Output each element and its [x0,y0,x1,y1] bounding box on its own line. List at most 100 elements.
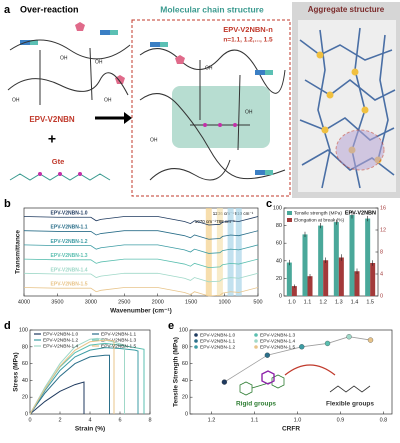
trend-line [224,336,371,383]
over-reaction-chains [7,39,131,105]
annotation: Rigid groups [236,401,276,408]
x-tick-label: 2000 [152,299,164,305]
annotation: 1070 cm⁻¹ [195,219,217,224]
x-tick-label: 2 [58,417,61,423]
section-title: Aggregate structure [308,5,385,14]
legend-label: EPV-V2NBN-1.2 [43,337,79,343]
section-title: Molecular chain structure [160,4,264,14]
spectrum [23,258,259,269]
legend-marker [194,333,198,337]
legend-label: EPV-V2NBN-1.5 [101,343,137,349]
panel-label: d [4,320,11,332]
plot-frame [189,329,393,415]
y-axis-label: Transmittance [15,230,22,274]
x-axis-label: CRFR [282,426,300,433]
stress-strain-curve [29,347,139,415]
spectrum [23,244,259,254]
oh-label: OH [12,97,20,103]
series-label: EPV-V2NBN-1.5 [51,282,88,288]
legend-label: EPV-V2NBN-1.1 [200,338,236,344]
panel-a: a Over-reaction Molecular chain structur… [4,2,400,198]
stress-strain-curve [29,337,125,415]
x-tick-label: 3000 [85,299,97,305]
y-tick-label: 0 [279,293,282,299]
bar [323,260,329,296]
point [221,379,228,385]
rigid-highlight [261,370,275,385]
x-tick-label: 1500 [185,299,197,305]
bar [307,276,313,296]
legend-label: Tensile strength (MPa) [294,210,342,216]
y2-tick-label: 8 [380,249,383,255]
point [346,334,352,340]
aggregate-highlight [335,129,385,171]
bar [370,263,376,296]
bar [349,215,355,296]
point [324,340,331,347]
legend-label: Elongation at break (%) [294,217,345,223]
molecular-box [131,19,291,197]
stress-strain-curve [29,354,110,415]
x-tick-label: 1.1 [304,299,312,305]
chart-title: EPV-V2NBN [345,210,376,216]
oh-label: OH [95,59,103,65]
x-axis-label: Wavenumber (cm⁻¹) [110,308,172,315]
y-tick-label: 100 [19,327,28,333]
legend-label: EPV-V2NBN-1.3 [260,332,296,338]
legend-marker [254,345,258,349]
section-title: Over-reaction [20,4,79,14]
y-tick-label: 40 [182,378,188,384]
point [367,337,374,343]
x-tick-label: 1000 [218,299,230,305]
stress-strain-curve [29,342,145,415]
y-tick-label: 80 [182,344,188,350]
series-label: EPV-V2NBN-1.3 [51,253,88,259]
x-tick-label: 1.0 [294,417,302,423]
x-tick-label: 1.2 [319,299,327,305]
panel-label: c [266,198,272,210]
bar [318,225,324,296]
spectrum [23,287,259,297]
panel-label: a [4,4,11,16]
transition-arrow [284,364,336,376]
oh-label: OH [150,137,158,143]
bar [302,234,308,296]
y-tick-label: 100 [273,205,282,211]
ether-oxygens [203,123,237,127]
y-tick-label: 100 [179,327,188,333]
x-tick-label: 0.9 [337,417,345,423]
y-axis-label: Stress (MPa) [13,352,20,391]
highlight-band [216,208,223,296]
gte-oxygens [38,172,82,176]
y-tick-label: 40 [276,258,282,264]
y-axis-label: Tensile Strength (MPa) [173,337,180,407]
panel-label: e [168,320,174,332]
x-tick-label: 1.5 [366,299,374,305]
legend-label: EPV-V2NBN-1.2 [200,344,236,350]
annotation: 910 cm⁻¹ [235,211,254,216]
n-range: n=1.1, 1.2,..., 1.5 [223,37,273,44]
y2-tick-label: 4 [380,271,383,277]
point [299,344,305,350]
legend-label: EPV-V2NBN-1.4 [260,338,296,344]
series-label: EPV-V2NBN-1.0 [51,211,88,217]
y-tick-label: 60 [22,361,28,367]
legend-marker [194,345,198,349]
x-tick-label: 500 [253,299,262,305]
x-axis-label: Strain (%) [75,426,105,433]
x-tick-label: 1.4 [351,299,359,305]
x-tick-label: 1.1 [251,417,259,423]
highlight-band [205,208,212,296]
x-tick-label: 6 [118,417,121,423]
series-label: EPV-V2NBN-1.2 [51,239,88,245]
y-tick-label: 80 [276,223,282,229]
series-label: EPV-V2NBN-1.4 [51,267,88,273]
x-tick-label: 4000 [18,299,30,305]
annotation: Flexible groups [326,401,374,408]
bar [338,257,344,296]
x-tick-label: 2500 [118,299,130,305]
y-tick-label: 20 [182,395,188,401]
legend-marker [254,339,258,343]
y2-tick-label: 0 [380,293,383,299]
